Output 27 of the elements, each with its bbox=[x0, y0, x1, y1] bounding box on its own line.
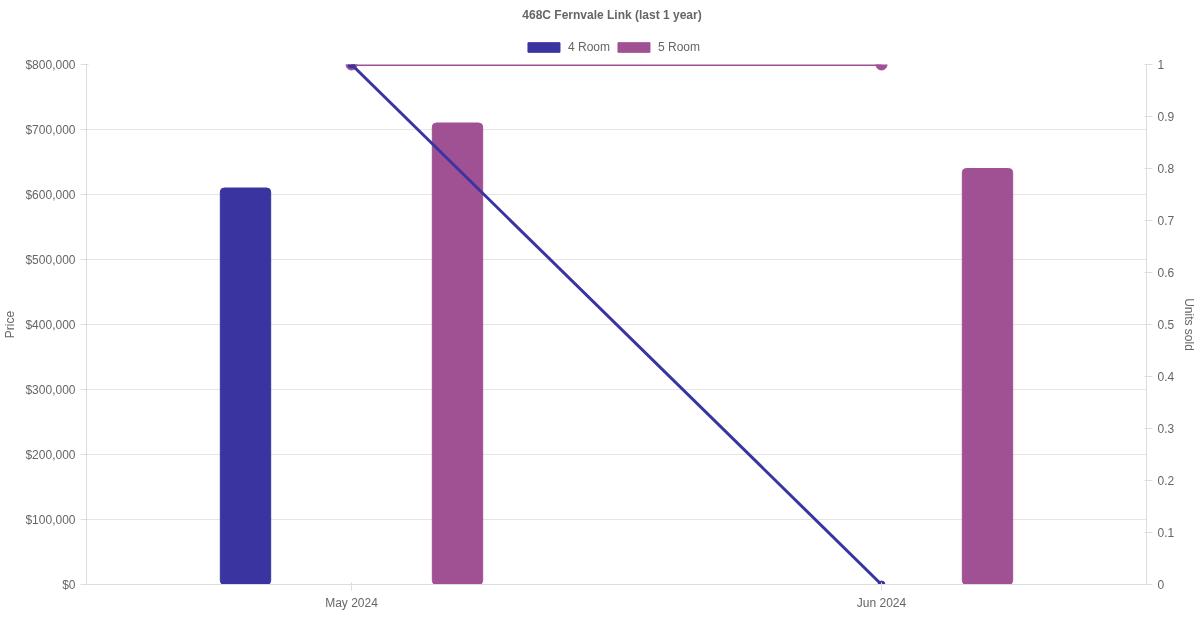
y-tick-label: $400,000 bbox=[25, 317, 76, 332]
y-tick-label: $600,000 bbox=[25, 187, 76, 202]
y2-axis-title: Units sold bbox=[1182, 298, 1197, 351]
legend-label: 5 Room bbox=[658, 40, 701, 54]
y-axis-title: Price bbox=[3, 310, 18, 339]
y2-tick-label: 1 bbox=[1157, 58, 1165, 72]
x-tick-label: Jun 2024 bbox=[856, 595, 907, 610]
y-tick-label: $700,000 bbox=[25, 122, 76, 137]
y2-tick-label: 0.2 bbox=[1157, 474, 1175, 488]
y2-tick-label: 0.5 bbox=[1157, 318, 1175, 332]
legend-label: 4 Room bbox=[567, 40, 610, 54]
y2-tick-label: 0.7 bbox=[1157, 214, 1175, 228]
y2-tick-label: 0.1 bbox=[1157, 526, 1175, 540]
y2-tick-label: 0.4 bbox=[1157, 370, 1175, 384]
y-tick-label: $100,000 bbox=[25, 512, 76, 527]
y-tick-label: $800,000 bbox=[25, 57, 76, 72]
y2-tick-label: 0 bbox=[1157, 578, 1165, 592]
y2-tick-label: 0.6 bbox=[1157, 266, 1175, 280]
x-tick-label: May 2024 bbox=[325, 595, 379, 610]
y-tick-label: $200,000 bbox=[25, 447, 76, 462]
chart-title: 468C Fernvale Link (last 1 year) bbox=[522, 7, 702, 22]
y2-tick-label: 0.3 bbox=[1157, 422, 1175, 436]
y2-tick-label: 0.9 bbox=[1157, 110, 1175, 124]
y-tick-label: $500,000 bbox=[25, 252, 76, 267]
y2-tick-label: 0.8 bbox=[1157, 162, 1175, 176]
y-tick-label: $300,000 bbox=[25, 382, 76, 397]
y-tick-label: $0 bbox=[62, 577, 76, 592]
